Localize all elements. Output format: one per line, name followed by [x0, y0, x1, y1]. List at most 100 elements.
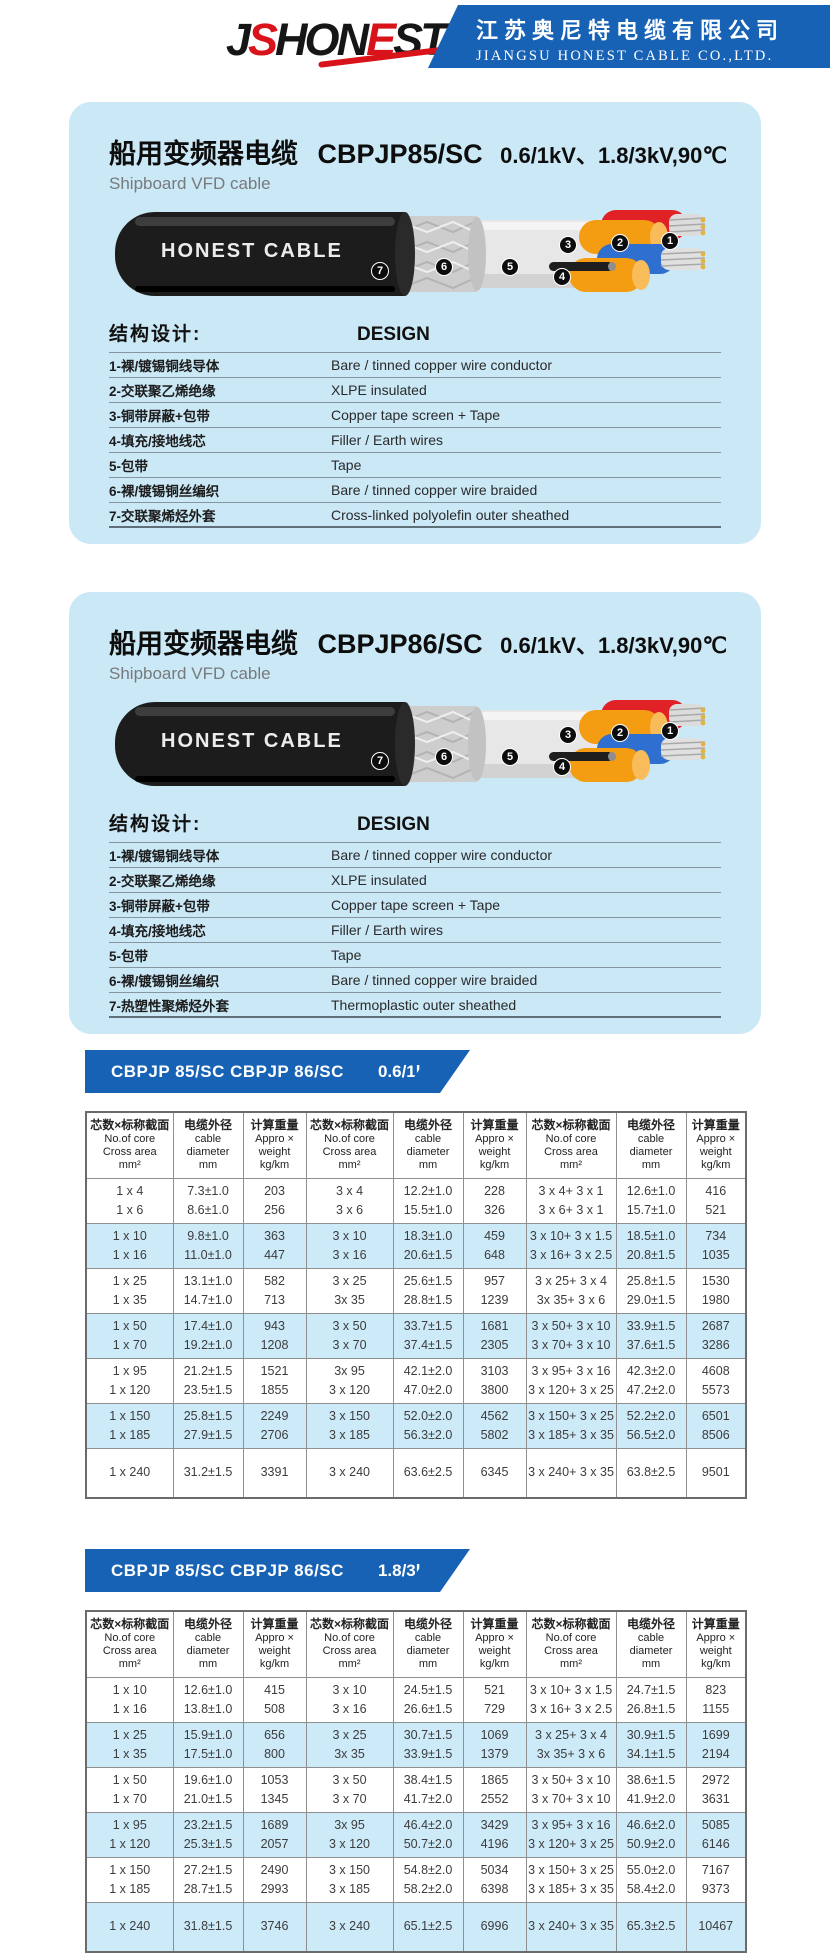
spec-value: 3x 35+ 3 x 6 — [536, 1746, 606, 1761]
spec-cell: 7167 9373 — [685, 1856, 747, 1903]
spec-cell: 30.9±1.5 34.1±1.5 — [615, 1721, 687, 1768]
header-line: mm — [198, 1658, 218, 1671]
spec-value: 3 x 185 — [328, 1427, 370, 1442]
cable-layer-badge-1: 1 — [661, 722, 679, 740]
spec-cell: 4562 5802 — [462, 1402, 527, 1449]
spec-value: 6996 — [480, 1919, 509, 1934]
spec-cell: 33.9±1.5 37.6±1.5 — [615, 1312, 687, 1359]
cable-layer-badge-4: 4 — [553, 268, 571, 286]
header-line: 计算重量 — [470, 1617, 519, 1632]
design-row-en: Cross-linked polyolefin outer sheathed — [331, 506, 570, 523]
spec-value: 3 x 150 — [328, 1862, 370, 1877]
spec-value: 12.6±1.0 — [183, 1682, 233, 1697]
spec-cell: 9501 — [685, 1447, 747, 1499]
spec-cell: 3x 95 3 x 120 — [305, 1357, 394, 1404]
spec-cell: 25.6±1.5 28.8±1.5 — [392, 1267, 464, 1314]
spec-cell: 1 x 10 1 x 16 — [85, 1676, 174, 1723]
spec-value: 3 x 120 — [328, 1836, 370, 1851]
spec-cell: 12.2±1.0 15.5±1.0 — [392, 1177, 464, 1224]
spec-value: 1 x 70 — [112, 1337, 147, 1352]
spec-data-row: 1 x 240 31.8±1.5 3746 3 x 240 65.1±2.5 6996 3 … — [85, 1901, 747, 1953]
design-row-cn: 5-包带 — [109, 459, 149, 474]
spec-value: 3x 95 — [334, 1363, 365, 1378]
spec-value: 2490 — [260, 1862, 289, 1877]
spec-value: 1 x 6 — [116, 1202, 144, 1217]
spec-cell: 65.3±2.5 — [615, 1901, 687, 1953]
spec-cell: 3 x 25+ 3 x 4 3x 35+ 3 x 6 — [525, 1721, 617, 1768]
spec-header-row: 芯数×标称截面 No.of core Cross area mm² 电缆外径 cable d… — [85, 1111, 747, 1179]
spec-value: 5802 — [480, 1427, 509, 1442]
spec-value: 38.6±1.5 — [626, 1772, 676, 1787]
header-line: 电缆外径 — [403, 1617, 452, 1632]
design-row-en: Bare / tinned copper wire braided — [331, 972, 538, 988]
spec-value: 47.2±2.0 — [626, 1382, 676, 1397]
product-subtitle: Shipboard VFD cable — [109, 664, 271, 683]
spec-value: 3 x 120+ 3 x 25 — [528, 1382, 614, 1397]
design-row: 6-裸/镀锡铜丝编织 Bare / tinned copper wire brai… — [109, 478, 721, 503]
spec-value: 1 x 50 — [112, 1318, 147, 1333]
spec-value: 19.2±1.0 — [183, 1337, 233, 1352]
header-line: Cross area — [322, 1645, 377, 1658]
spec-value: 3 x 70+ 3 x 10 — [531, 1791, 611, 1806]
spec-cell: 1 x 240 — [85, 1447, 174, 1499]
header-line: Cross area — [544, 1645, 598, 1658]
spec-cell: 1 x 95 1 x 120 — [85, 1811, 174, 1858]
spec-value: 1 x 35 — [112, 1746, 147, 1761]
spec-value: 10467 — [698, 1919, 734, 1934]
spec-cell: 1865 2552 — [462, 1766, 527, 1813]
spec-value: 957 — [484, 1273, 505, 1288]
spec-cell: 6996 — [462, 1901, 527, 1953]
spec-cell: 54.8±2.0 58.2±2.0 — [392, 1856, 464, 1903]
spec-cell: 3 x 95+ 3 x 16 3 x 120+ 3 x 25 — [525, 1357, 617, 1404]
spec-value: 3 x 50 — [332, 1772, 367, 1787]
spec-cell: 12.6±1.0 13.8±1.0 — [172, 1676, 244, 1723]
spec-value: 3 x 70 — [332, 1337, 367, 1352]
spec-value: 3 x 70 — [332, 1791, 367, 1806]
spec-cell: 18.3±1.0 20.6±1.5 — [392, 1222, 464, 1269]
spec-cell: 3429 4196 — [462, 1811, 527, 1858]
spec-value: 50.7±2.0 — [403, 1836, 453, 1851]
spec-value: 3 x 120 — [328, 1382, 370, 1397]
spec-value: 52.2±2.0 — [626, 1408, 676, 1423]
design-row: 7-热塑性聚烯烃外套 Thermoplastic outer sheathed — [109, 993, 721, 1018]
header-line: cable — [194, 1632, 222, 1645]
spec-value: 1 x 16 — [112, 1247, 147, 1262]
design-row: 1-裸/镀锡铜线导体 Bare / tinned copper wire cond… — [109, 843, 721, 868]
spec-cell: 13.1±1.0 14.7±1.0 — [172, 1267, 244, 1314]
spec-cell: 25.8±1.5 27.9±1.5 — [172, 1402, 244, 1449]
spec-value: 29.0±1.5 — [626, 1292, 676, 1307]
header-line: Appro × — [475, 1632, 514, 1645]
spec-cell: 21.2±1.5 23.5±1.5 — [172, 1357, 244, 1404]
header-line: mm — [641, 1658, 661, 1671]
spec-cell: 3 x 4 3 x 6 — [305, 1177, 394, 1224]
spec-cell: 10467 — [685, 1901, 747, 1953]
spec-cell: 38.6±1.5 41.9±2.0 — [615, 1766, 687, 1813]
spec-column-header: 芯数×标称截面 No.of core Cross area mm² — [305, 1111, 394, 1179]
cable-layer-badge-1: 1 — [661, 232, 679, 250]
header-line: weight — [258, 1146, 291, 1159]
spec-value: 3 x 95+ 3 x 16 — [531, 1817, 611, 1832]
spec-column-header: 计算重量 Appro × weight kg/km — [462, 1111, 527, 1179]
spec-value: 3 x 16 — [332, 1701, 367, 1716]
spec-value: 2305 — [480, 1337, 509, 1352]
design-row: 4-填充/接地线芯 Filler / Earth wires — [109, 918, 721, 943]
spec-value: 1 x 120 — [109, 1382, 151, 1397]
spec-cell: 27.2±1.5 28.7±1.5 — [172, 1856, 244, 1903]
spec-value: 54.8±2.0 — [403, 1862, 453, 1877]
spec-header-row: 芯数×标称截面 No.of core Cross area mm² 电缆外径 cable d… — [85, 1610, 747, 1678]
header-line: Cross area — [322, 1146, 377, 1159]
spec-cell: 3 x 10+ 3 x 1.5 3 x 16+ 3 x 2.5 — [525, 1676, 617, 1723]
spec-value: 3429 — [480, 1817, 509, 1832]
spec-value: 18.5±1.0 — [626, 1228, 676, 1243]
spec-value: 3 x 150+ 3 x 25 — [528, 1408, 614, 1423]
spec-value: 3 x 25 — [332, 1727, 367, 1742]
spec-value: 23.5±1.5 — [183, 1382, 233, 1397]
design-row-cn: 1-裸/镀锡铜线导体 — [109, 359, 220, 374]
spec-cell: 19.6±1.0 21.0±1.5 — [172, 1766, 244, 1813]
spec-cell: 3 x 240 — [305, 1447, 394, 1499]
spec-value: 42.3±2.0 — [626, 1363, 676, 1378]
header-line: diameter — [629, 1645, 673, 1658]
header-line: diameter — [186, 1645, 230, 1658]
spec-value: 34.1±1.5 — [626, 1746, 676, 1761]
